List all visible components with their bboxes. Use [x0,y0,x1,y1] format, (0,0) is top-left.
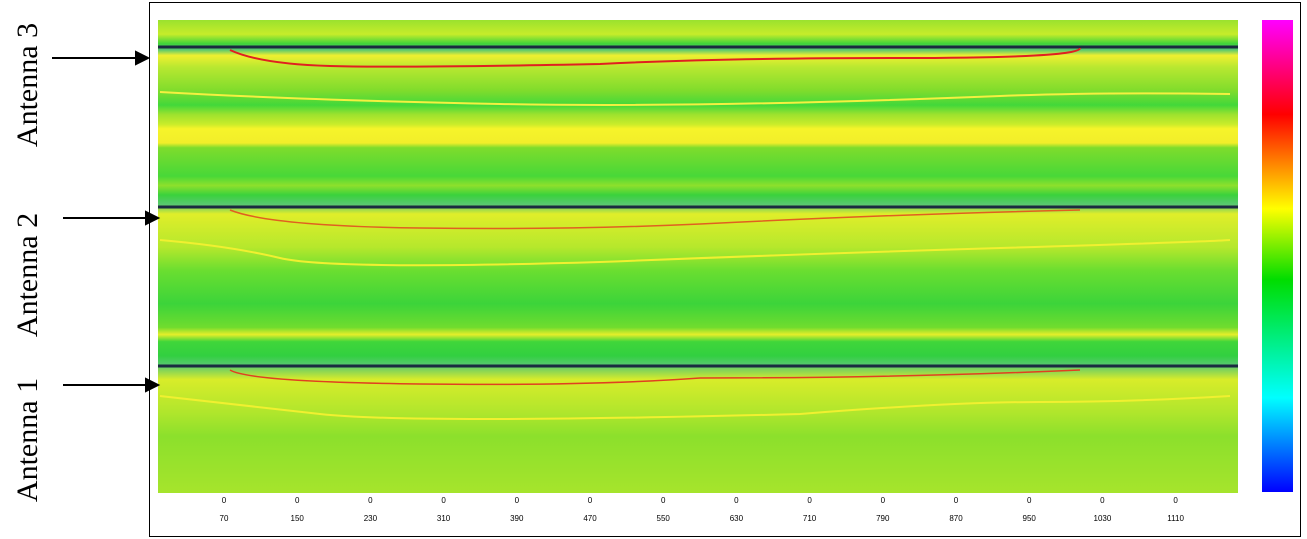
x-tick-top: 0 [881,496,886,505]
x-tick-top: 0 [222,496,227,505]
x-tick-label: 230 [364,514,378,523]
x-tick-label: 550 [657,514,671,523]
x-tick-label: 1110 [1167,514,1184,523]
x-tick-top: 0 [1027,496,1032,505]
x-tick-label: 390 [510,514,524,523]
x-tick-label: 630 [730,514,744,523]
x-tick-top: 0 [441,496,446,505]
x-tick-top: 0 [515,496,520,505]
x-tick-label: 710 [803,514,817,523]
x-tick-label: 870 [949,514,963,523]
x-tick-top: 0 [661,496,666,505]
x-tick-label: 70 [220,514,229,523]
x-tick-top: 0 [954,496,959,505]
radargram [158,20,1238,493]
frame [149,2,1301,537]
x-tick-top: 0 [1173,496,1178,505]
antenna-label: Antenna 3 [11,23,44,147]
x-tick-top: 0 [807,496,812,505]
reflectors [158,45,1238,420]
x-tick-top: 0 [1100,496,1105,505]
arrows [52,50,161,393]
x-tick-top: 0 [734,496,739,505]
x-tick-label: 470 [583,514,597,523]
x-tick-label: 310 [437,514,451,523]
x-tick-label: 790 [876,514,890,523]
x-tick-label: 150 [291,514,305,523]
x-tick-label: 950 [1023,514,1037,523]
antenna-label: Antenna 1 [11,378,44,502]
x-tick-top: 0 [588,496,593,505]
x-tick-top: 0 [295,496,300,505]
antenna-label: Antenna 2 [11,213,44,337]
x-tick-label: 1030 [1094,514,1112,523]
color-scale [1262,20,1293,492]
x-tick-top: 0 [368,496,373,505]
